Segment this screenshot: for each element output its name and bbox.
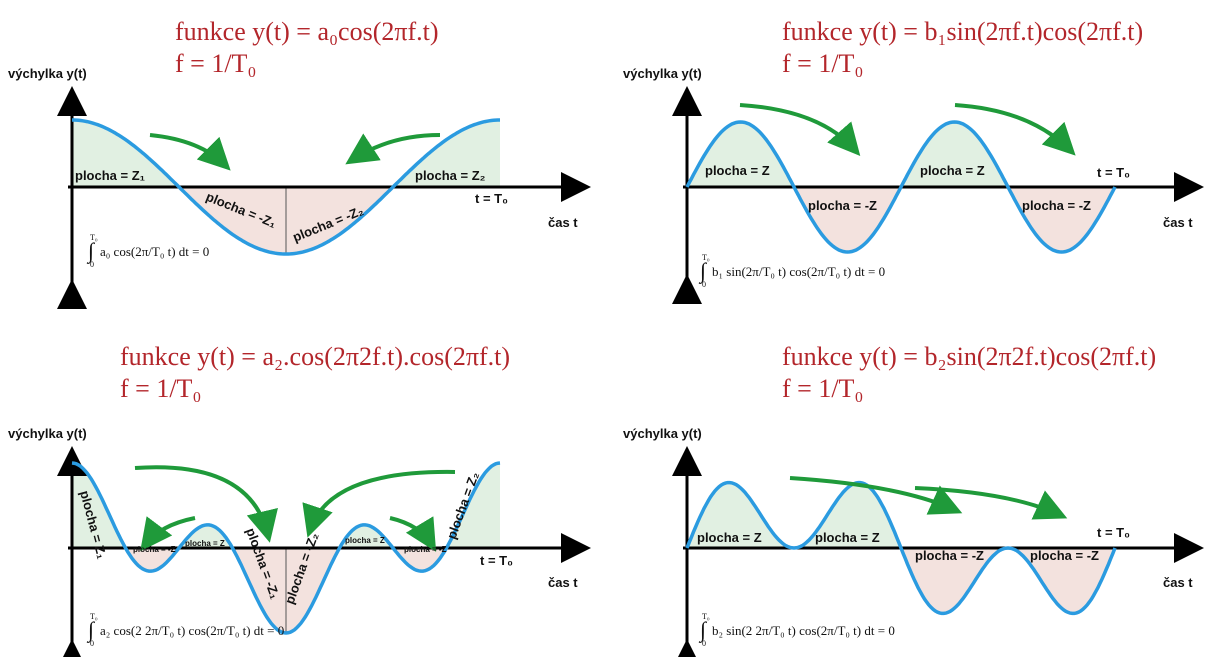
formula-upper: T₀	[90, 233, 98, 242]
x-axis-label: čas t	[1163, 215, 1193, 230]
title: funkce y(t) = a₀cos(2πf.t)	[175, 17, 439, 46]
x-axis-label: čas t	[1163, 575, 1193, 590]
diagram: funkce y(t) = a₀cos(2πf.t) f = 1/T₀ výchyl…	[0, 0, 1222, 657]
x-axis-label: čas t	[548, 215, 578, 230]
area-label: plocha = -Z	[404, 545, 447, 554]
motion-arrow	[310, 472, 455, 530]
formula-upper: T₀	[702, 253, 710, 262]
formula: a₂ cos(2 2π/T₀ t) cos(2π/T₀ t) dt = 0	[100, 623, 284, 638]
end-label: t = T₀	[475, 191, 508, 206]
area-label: plocha = -Z	[915, 548, 984, 563]
formula-lower: 0	[90, 260, 94, 269]
y-axis-label: výchylka y(t)	[8, 426, 87, 441]
formula-lower: 0	[702, 639, 706, 648]
area-label: plocha = -Z	[133, 545, 176, 554]
subtitle: f = 1/T₀	[782, 49, 864, 78]
panel: funkce y(t) = b₁sin(2πf.t)cos(2πf.t) f = …	[623, 17, 1198, 289]
formula: a₀ cos(2π/T₀ t) dt = 0	[100, 244, 209, 259]
area-label: plocha = Z	[705, 163, 770, 178]
subtitle: f = 1/T₀	[782, 374, 864, 403]
title: funkce y(t) = a₂.cos(2π2f.t).cos(2πf.t)	[120, 342, 510, 371]
title: funkce y(t) = b₁sin(2πf.t)cos(2πf.t)	[782, 17, 1143, 46]
area-label: plocha = Z₂	[415, 168, 486, 183]
panel: funkce y(t) = a₂.cos(2π2f.t).cos(2πf.t) f…	[8, 342, 585, 648]
area-label: plocha = Z	[815, 530, 880, 545]
subtitle: f = 1/T₀	[120, 374, 202, 403]
area-label: plocha = -Z	[1022, 198, 1091, 213]
area-label: plocha = -Z	[808, 198, 877, 213]
panel: funkce y(t) = b₂sin(2π2f.t)cos(2πf.t) f =…	[623, 342, 1198, 648]
area-label: plocha = Z	[697, 530, 762, 545]
area-label: plocha = -Z	[1030, 548, 1099, 563]
y-axis-label: výchylka y(t)	[623, 426, 702, 441]
formula: b₂ sin(2 2π/T₀ t) cos(2π/T₀ t) dt = 0	[712, 623, 895, 638]
area-label: plocha = Z	[345, 536, 385, 545]
area-label: plocha = Z₁	[75, 168, 145, 183]
area-label: plocha = Z	[920, 163, 985, 178]
end-label: t = T₀	[1097, 165, 1130, 180]
formula-lower: 0	[90, 639, 94, 648]
y-axis-label: výchylka y(t)	[8, 66, 87, 81]
motion-arrow	[150, 135, 225, 165]
y-axis-label: výchylka y(t)	[623, 66, 702, 81]
formula-upper: T₀	[90, 612, 98, 621]
formula-upper: T₀	[702, 612, 710, 621]
subtitle: f = 1/T₀	[175, 49, 257, 78]
motion-arrow	[390, 518, 432, 545]
x-axis-label: čas t	[548, 575, 578, 590]
formula-lower: 0	[702, 280, 706, 289]
panel: funkce y(t) = a₀cos(2πf.t) f = 1/T₀ výchyl…	[8, 17, 585, 285]
end-label: t = T₀	[480, 553, 513, 568]
end-label: t = T₀	[1097, 525, 1130, 540]
area-label: plocha = Z	[185, 539, 225, 548]
title: funkce y(t) = b₂sin(2π2f.t)cos(2πf.t)	[782, 342, 1156, 371]
formula: b₁ sin(2π/T₀ t) cos(2π/T₀ t) dt = 0	[712, 264, 885, 279]
